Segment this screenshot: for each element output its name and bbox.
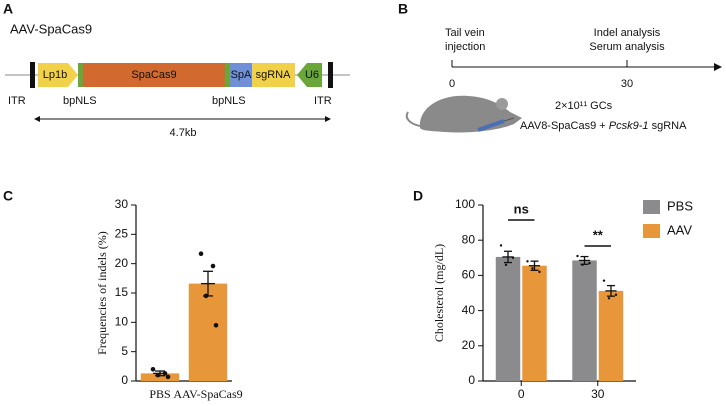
construct-title: AAV-SpaCas9 bbox=[10, 21, 92, 36]
data-point bbox=[504, 263, 508, 267]
bar bbox=[522, 265, 547, 381]
bar bbox=[572, 260, 597, 381]
y-tick-label: 0 bbox=[468, 373, 475, 387]
u6 bbox=[297, 63, 322, 87]
y-tick-label: 80 bbox=[462, 232, 476, 246]
panel-label: A bbox=[3, 1, 13, 17]
injection-part: AAV8-SpaCas9 + bbox=[520, 120, 609, 132]
sgrna bbox=[252, 63, 295, 87]
nls bbox=[78, 63, 83, 87]
panel-label: D bbox=[413, 188, 423, 204]
bar bbox=[598, 290, 624, 381]
mouse-ear bbox=[496, 98, 508, 110]
data-point bbox=[210, 263, 216, 269]
element-label: Lp1b bbox=[43, 69, 67, 81]
data-point bbox=[165, 374, 171, 380]
itr bbox=[30, 62, 35, 88]
event-label: injection bbox=[445, 41, 485, 53]
legend-swatch bbox=[643, 200, 660, 214]
bar bbox=[188, 283, 228, 381]
panel-label: C bbox=[3, 188, 13, 204]
event-label: Serum analysis bbox=[589, 41, 665, 53]
data-point bbox=[531, 267, 534, 270]
arrow-head bbox=[325, 116, 331, 122]
cas9 bbox=[83, 63, 225, 87]
injection-part: Pcsk9-1 bbox=[609, 120, 649, 132]
element-label: SpaCas9 bbox=[131, 69, 176, 81]
data-point bbox=[213, 322, 219, 328]
injection-part: sgRNA bbox=[649, 120, 688, 132]
timeline-label: 0 bbox=[449, 78, 455, 90]
data-point bbox=[162, 371, 168, 376]
y-tick-label: 20 bbox=[462, 338, 476, 352]
injection-text: AAV8-SpaCas9 + Pcsk9-1 sgRNA bbox=[520, 120, 687, 132]
polya bbox=[230, 63, 252, 87]
element-label: SpA bbox=[231, 69, 252, 81]
data-point bbox=[602, 279, 606, 282]
data-point bbox=[581, 263, 584, 267]
nls-label: bpNLS bbox=[212, 95, 246, 107]
y-tick-label: 15 bbox=[115, 285, 129, 299]
legend-swatch bbox=[643, 224, 660, 238]
annotation: ** bbox=[593, 227, 604, 242]
y-tick-label: 20 bbox=[115, 256, 129, 270]
data-point bbox=[526, 260, 529, 263]
syringe bbox=[477, 119, 505, 132]
element-label: sgRNA bbox=[256, 69, 292, 81]
mouse-tail bbox=[405, 111, 421, 127]
nls-label: bpNLS bbox=[63, 95, 97, 107]
data-point bbox=[576, 254, 579, 258]
y-tick-label: 5 bbox=[121, 344, 128, 358]
data-point bbox=[588, 261, 591, 265]
y-tick-label: 25 bbox=[115, 227, 129, 241]
data-point bbox=[511, 256, 515, 259]
needle bbox=[503, 117, 515, 122]
promoter bbox=[38, 63, 78, 87]
length-label: 4.7kb bbox=[170, 127, 197, 139]
y-tick-label: 0 bbox=[121, 373, 128, 387]
panel-label: B bbox=[398, 1, 408, 17]
dose-text: 2×10¹¹ GCs bbox=[555, 100, 613, 112]
event-label: Tail vein bbox=[445, 27, 485, 39]
y-tick-label: 60 bbox=[462, 268, 476, 282]
y-axis-label: Frequencies of indels (%) bbox=[95, 231, 109, 355]
y-tick-label: 40 bbox=[462, 303, 476, 317]
x-tick-label: PBS bbox=[149, 387, 170, 401]
element-label: U6 bbox=[305, 69, 319, 81]
itr-label: ITR bbox=[314, 95, 332, 107]
arrow-head bbox=[714, 63, 722, 71]
itr bbox=[328, 62, 333, 88]
arrow-head bbox=[34, 116, 40, 122]
data-point bbox=[198, 251, 204, 256]
data-point bbox=[614, 293, 618, 296]
legend-label: AAV bbox=[667, 222, 692, 237]
timeline-label: 30 bbox=[621, 78, 633, 90]
data-point bbox=[607, 297, 611, 300]
annotation: ns bbox=[514, 201, 529, 216]
y-tick-label: 100 bbox=[455, 197, 475, 211]
x-tick-label: 30 bbox=[591, 387, 605, 401]
data-point bbox=[499, 244, 503, 247]
itr-label: ITR bbox=[8, 95, 26, 107]
bar bbox=[140, 373, 180, 381]
nls bbox=[225, 63, 230, 87]
y-tick-label: 30 bbox=[115, 197, 129, 211]
x-tick-label: 0 bbox=[518, 387, 525, 401]
data-point bbox=[538, 270, 541, 274]
data-point bbox=[150, 366, 156, 372]
x-tick-label: AAV-SpaCas9 bbox=[173, 387, 242, 401]
legend-label: PBS bbox=[667, 198, 693, 213]
bar bbox=[495, 256, 521, 381]
event-label: Indel analysis bbox=[594, 27, 661, 39]
y-axis-label: Cholesterol (mg/dL) bbox=[432, 244, 446, 342]
data-point bbox=[155, 372, 161, 378]
data-point bbox=[203, 293, 209, 299]
y-tick-label: 10 bbox=[115, 315, 129, 329]
